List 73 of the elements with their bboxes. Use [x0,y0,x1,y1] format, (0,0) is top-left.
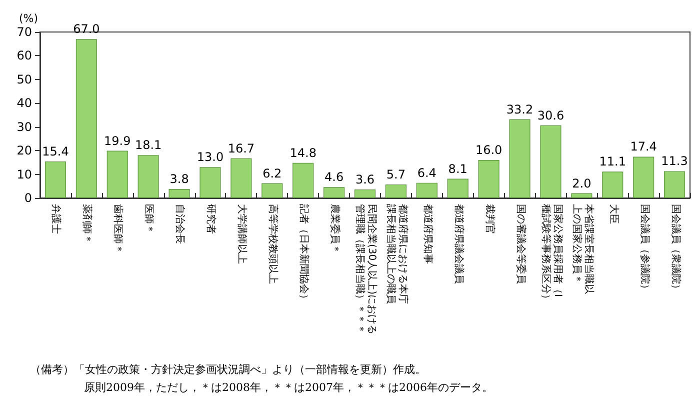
x-tick-label: 記者（日本新聞協会） [297,204,310,306]
y-axis-title: (%) [18,12,38,25]
data-label: 33.2 [506,102,534,116]
bar [292,162,314,198]
data-label: 11.1 [599,154,626,169]
text: （備考）「女性の政策・方針決定参画状況調べ」より（一部情報を更新）作成。 [30,363,426,376]
data-label: 8.1 [448,162,468,176]
text: 原則2009年，ただし，＊は2008年，＊＊は2007年，＊＊＊は2006年のデータ。 [84,381,493,394]
data-label: 11.3 [661,154,688,168]
x-tick-label: 高等学校教頭以上 [266,204,278,286]
data-label: 16.0 [475,143,502,158]
x-tick-label: 医師＊ [142,204,154,236]
data-label: 13.0 [196,150,224,164]
data-label: 6.2 [262,166,282,180]
x-tick-label: 国会議員（衆議院） [668,204,681,296]
x-tick-label: 都道府県議会議員 [452,204,464,286]
y-tick-label: 70 [16,25,32,39]
data-label: 15.4 [42,144,69,158]
bar [262,183,283,198]
bar [200,167,221,198]
data-label: 2.0 [572,176,592,190]
data-label: 30.6 [537,108,564,122]
data-label: 16.7 [228,141,255,156]
y-tick-label: 0 [24,191,32,205]
bar [230,158,252,198]
x-tick-label: 都道府県知事 [420,204,433,266]
bar [478,160,500,198]
bar [509,119,530,198]
y-tick-label: 20 [16,144,32,158]
data-label: 17.4 [630,140,657,154]
x-tick-label: 国家公務員採用者（Ⅰ種試験等事務系区分） [538,204,563,306]
bar [324,187,345,198]
bar [44,161,66,198]
y-tick-label: 40 [16,96,32,110]
bar [354,189,376,198]
x-tick-label: 弁護士 [49,204,62,236]
x-tick-label: 本省課室長相当職以上の国家公務員＊ [570,204,594,296]
bar [416,182,438,198]
x-tick-label: 自治会長 [173,204,186,246]
bar [76,39,97,198]
data-label: 5.7 [386,167,406,182]
x-tick-label: 裁判官 [482,204,495,236]
bar [106,150,128,198]
y-tick-label: 10 [16,167,32,182]
bar [168,188,190,198]
bar [602,172,624,198]
data-label: 18.1 [134,138,162,152]
bar [385,184,406,198]
y-tick-label: 60 [16,48,32,63]
x-tick-label: 農業委員＊ [328,204,340,256]
y-tick-label: 30 [16,120,32,134]
bar [138,155,159,198]
x-tick-label: 民間企業(30人以上)における管理職（課長相当職）＊＊＊ [353,204,377,337]
x-tick-label: 大学講師以上 [235,204,248,266]
data-label: 3.8 [170,172,189,186]
x-tick-label: 国会議員（参議院） [638,204,650,296]
x-tick-label: 都道府県における本庁課長相当職以上の職員 [384,204,408,306]
bar [447,178,468,198]
data-label: 6.4 [417,166,436,180]
data-label: 14.8 [290,146,316,160]
bar [571,193,592,198]
x-tick-label: 研究者 [204,204,216,236]
x-tick-label: 歯科医師＊ [111,204,124,256]
bar [540,125,562,198]
x-tick-label: 国の審議会等委員 [514,204,526,286]
y-tick-label: 50 [16,72,32,86]
data-label: 3.6 [355,172,375,186]
x-tick-label: 大臣 [606,204,619,226]
data-label: 19.9 [104,134,131,148]
bar [633,156,654,198]
bar [664,171,686,198]
x-tick-label: 薬剤師＊ [80,204,92,246]
data-label: 4.6 [324,170,344,184]
